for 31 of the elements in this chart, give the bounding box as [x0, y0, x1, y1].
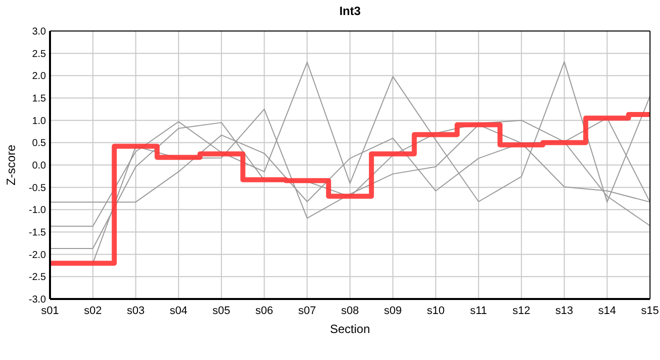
- y-tick-label: -1.5: [28, 228, 46, 238]
- x-tick-label: s09: [384, 305, 402, 317]
- y-axis-title: Z-score: [4, 144, 18, 186]
- y-tick-label: 0.0: [32, 160, 46, 172]
- chart-title: Int3: [339, 4, 361, 18]
- x-tick-label: s06: [255, 305, 274, 317]
- y-tick-label: 2.5: [32, 48, 46, 60]
- x-tick-label: s04: [170, 305, 188, 317]
- x-tick-label: s01: [41, 305, 59, 317]
- y-tick-label: -0.5: [28, 182, 46, 194]
- y-tick-label: -1.0: [28, 205, 46, 216]
- y-tick-label: 0.5: [32, 138, 46, 150]
- y-tick-label: 3.0: [32, 26, 46, 38]
- x-tick-label: s05: [212, 305, 230, 317]
- x-tick-label: s07: [298, 305, 316, 317]
- x-tick-label: s15: [641, 305, 659, 317]
- y-tick-label: -2.0: [28, 250, 46, 261]
- x-tick-label: s03: [126, 305, 145, 317]
- x-tick-label: s08: [341, 305, 359, 317]
- x-tick-label: s13: [555, 305, 574, 317]
- y-tick-label: 1.5: [32, 94, 46, 104]
- x-tick-label: s10: [426, 305, 445, 317]
- y-tick-label: 2.0: [32, 71, 46, 82]
- y-tick-label: -2.5: [28, 272, 46, 284]
- x-tick-label: s14: [598, 305, 616, 317]
- y-tick-label: -3.0: [28, 294, 46, 306]
- y-tick-label: 1.0: [32, 116, 46, 127]
- x-tick-label: s12: [512, 305, 530, 317]
- x-axis-title: Section: [330, 322, 370, 336]
- x-tick-label: s11: [470, 305, 488, 317]
- x-tick-label: s02: [84, 305, 102, 317]
